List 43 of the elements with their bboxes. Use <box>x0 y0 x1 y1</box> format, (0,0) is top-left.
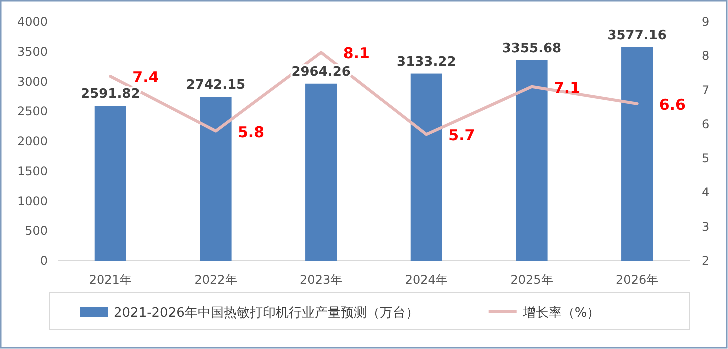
data-label: 8.1 <box>343 44 370 63</box>
bar <box>94 106 126 261</box>
data-label: 7.1 <box>554 78 581 97</box>
data-label: 2591.82 <box>81 87 140 102</box>
x-tick-label: 2026年 <box>616 273 659 287</box>
y2-tick-label: 2 <box>702 254 710 268</box>
y-tick-label: 0 <box>40 254 48 268</box>
y2-tick-label: 6 <box>702 117 710 132</box>
x-tick-label: 2021年 <box>89 273 132 287</box>
bar <box>516 60 548 261</box>
y-tick-label: 1500 <box>17 164 48 178</box>
bar <box>410 74 442 261</box>
y2-tick-label: 4 <box>702 186 710 200</box>
y-tick-label: 1000 <box>17 194 48 208</box>
data-label: 6.6 <box>659 96 686 114</box>
data-label: 3133.22 <box>397 54 456 70</box>
y-tick-label: 2000 <box>17 134 48 148</box>
y2-tick-label: 5 <box>702 152 710 166</box>
x-tick-label: 2023年 <box>300 273 343 287</box>
bar <box>306 84 338 261</box>
y-tick-label: 3000 <box>17 74 48 89</box>
data-label: 3577.16 <box>608 28 667 44</box>
x-tick-label: 2025年 <box>510 273 554 287</box>
bar <box>200 97 232 261</box>
data-label: 5.8 <box>238 123 265 142</box>
data-label: 2742.15 <box>186 78 246 94</box>
data-label: 2964.26 <box>292 64 351 80</box>
y2-tick-label: 7 <box>702 83 710 98</box>
data-label: 5.7 <box>448 126 476 145</box>
y-tick-label: 4000 <box>17 15 48 29</box>
bar <box>622 47 654 261</box>
legend-label: 2021-2026年中国热敏打印机行业产量预测（万台） <box>114 306 419 321</box>
data-label: 3355.68 <box>502 42 562 56</box>
y2-tick-label: 8 <box>702 49 710 64</box>
y-tick-label: 500 <box>25 224 48 238</box>
legend-label: 增长率（%） <box>522 305 600 321</box>
data-label: 7.4 <box>132 68 160 87</box>
y-tick-label: 2500 <box>17 104 48 119</box>
y2-tick-label: 9 <box>702 15 710 29</box>
y2-tick-label: 3 <box>702 220 710 234</box>
y-tick-label: 3500 <box>17 44 48 59</box>
x-tick-label: 2022年 <box>194 273 238 287</box>
x-tick-label: 2024年 <box>405 273 448 287</box>
